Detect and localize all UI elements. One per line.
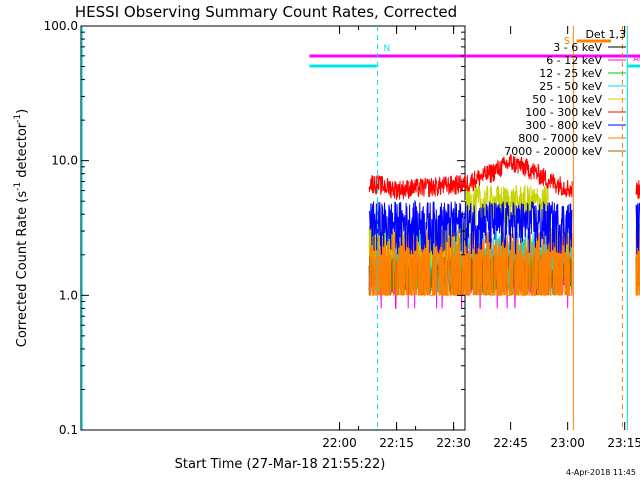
chart-title: HESSI Observing Summary Count Rates, Cor… [75,3,457,21]
x-tick-label: 23:15 [607,436,640,450]
x-tick-label: 22:45 [493,436,528,450]
legend-label: 300 - 800 keV [525,119,602,132]
data-layer [368,153,640,309]
legend-label: 12 - 25 keV [539,67,602,80]
x-tick-label: 22:30 [436,436,471,450]
legend-label: 800 - 7000 keV [518,132,602,145]
legend-label: 6 - 12 keV [546,54,602,67]
series-6-line [368,199,640,255]
series-5-line [368,153,640,200]
axes-layer: 22:0022:1522:3022:4523:0023:1523:300.11.… [44,19,640,450]
x-tick-label: 23:00 [550,436,585,450]
s-label: S [564,36,570,47]
legend-label: 7000 - 20000 keV [504,145,602,158]
x-axis-label: Start Time (27-Mar-18 21:55:22) [175,457,386,472]
y-tick-label: 100.0 [44,19,78,33]
n-label: N [384,44,391,54]
timestamp: 4-Apr-2018 11:45 [566,468,636,477]
x-tick-label: 22:15 [379,436,414,450]
legend-label: 50 - 100 keV [532,93,602,106]
legend-title: Det 1,3 [585,28,626,41]
y-tick-label: 1.0 [59,288,78,302]
y-axis-label: Corrected Count Rate (s-1 detector-1) [13,109,30,347]
x-tick-label: 22:00 [322,436,357,450]
a-label: A0 [633,54,640,63]
y-tick-label: 10.0 [51,154,78,168]
legend-label: 25 - 50 keV [539,80,602,93]
series-7-line [369,231,640,296]
overlay-layer: N S A0 [81,26,640,430]
legend-label: 100 - 300 keV [525,106,602,119]
legend-label: 3 - 6 keV [553,41,602,54]
y-tick-label: 0.1 [59,423,78,437]
